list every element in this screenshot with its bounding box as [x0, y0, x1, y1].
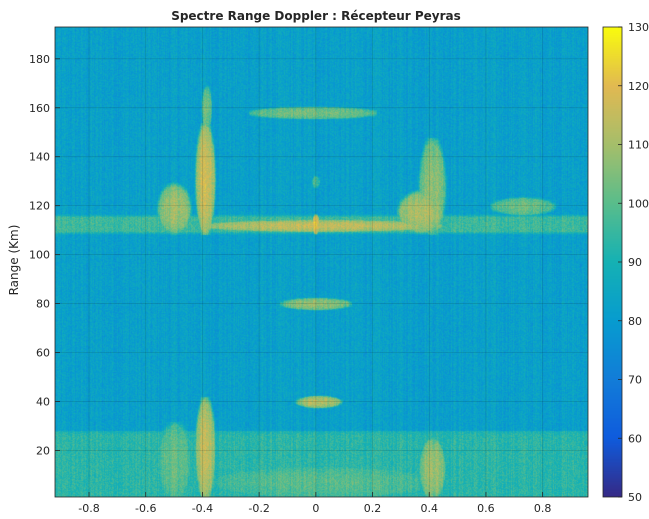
colorbar-tick-label: 130	[628, 21, 649, 34]
y-tick-label: 180	[29, 53, 50, 66]
colorbar-tick-label: 70	[628, 374, 642, 387]
y-tick-label: 100	[29, 249, 50, 262]
x-tick-label: 0.2	[364, 502, 382, 515]
colorbar-tick-label: 50	[628, 491, 642, 504]
colorbar: 50 60 70 80 90 100 110 120 130	[602, 21, 649, 504]
colorbar-tick-label: 60	[628, 432, 642, 445]
y-tick-label: 40	[36, 396, 50, 409]
x-tick-label: -0.2	[248, 502, 269, 515]
y-tick-label: 60	[36, 347, 50, 360]
x-tick-label: 0.6	[477, 502, 495, 515]
colorbar-tick-label: 110	[628, 139, 649, 152]
colorbar-tick-label: 120	[628, 80, 649, 93]
colorbar-tick-label: 90	[628, 256, 642, 269]
x-tick-label: 0.8	[534, 502, 552, 515]
y-tick-label: 80	[36, 298, 50, 311]
x-tick-label: 0.4	[420, 502, 438, 515]
y-tick-label: 120	[29, 200, 50, 213]
colorbar-gradient	[603, 27, 622, 497]
colorbar-tick-label: 100	[628, 197, 649, 210]
x-tick-label: 0	[312, 502, 319, 515]
colorbar-tick-label: 80	[628, 315, 642, 328]
plot-frame	[54, 26, 589, 498]
x-tick-label: -0.8	[78, 502, 99, 515]
x-tick-label: -0.4	[192, 502, 213, 515]
y-axis-label: Range (Km)	[7, 225, 21, 296]
heatmap-plot-area: -0.8 -0.6 -0.4 -0.2 0 0.2 0.4 0.6 0.8 20 40 60 80 100…	[29, 26, 589, 515]
y-tick-label: 140	[29, 151, 50, 164]
x-tick-label: -0.6	[135, 502, 156, 515]
chart-title: Spectre Range Doppler : Récepteur Peyras	[171, 9, 461, 23]
y-tick-label: 160	[29, 102, 50, 115]
heatmap-image	[55, 27, 588, 497]
y-tick-label: 20	[36, 444, 50, 457]
